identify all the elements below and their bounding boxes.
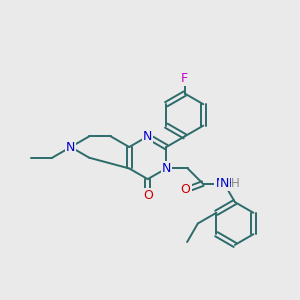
Text: N: N	[143, 130, 152, 143]
Text: O: O	[181, 184, 190, 196]
Text: N: N	[66, 140, 75, 154]
Text: N: N	[220, 177, 229, 190]
Text: N: N	[162, 162, 171, 175]
Text: H: H	[231, 177, 240, 190]
Text: O: O	[143, 189, 153, 202]
Text: NH: NH	[215, 177, 233, 190]
Text: F: F	[181, 72, 188, 85]
